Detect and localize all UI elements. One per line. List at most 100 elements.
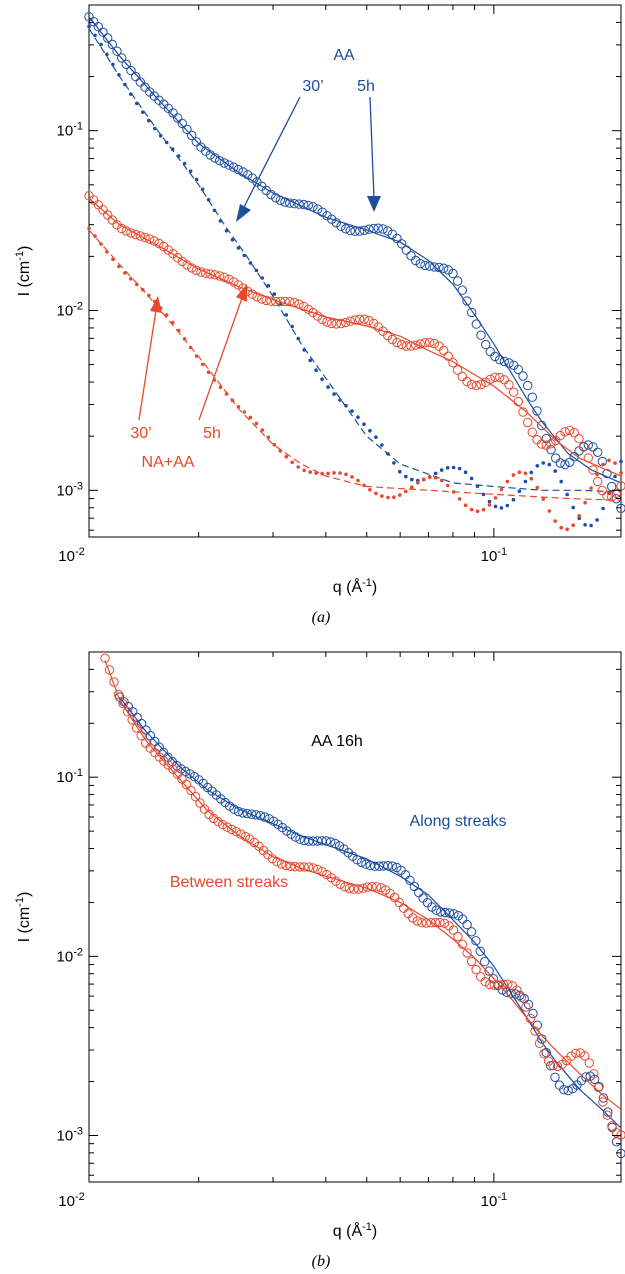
series-between-streaks-point xyxy=(371,882,382,892)
series-aa-30--point xyxy=(194,177,199,182)
series-between-streaks-point xyxy=(480,977,490,987)
panel-caption-a: (a) xyxy=(312,609,331,626)
series-aa-30--point xyxy=(147,118,151,123)
series-between-streaks-point xyxy=(593,1082,604,1093)
series-aa-5h-point xyxy=(140,82,150,92)
series-between-streaks-point xyxy=(240,831,251,842)
series-na-aa-30--point xyxy=(457,497,462,501)
series-aa-5h-point xyxy=(266,189,276,200)
series-along-streaks-point xyxy=(497,985,507,995)
series-na-aa-30--point xyxy=(601,462,605,467)
series-na-aa-30--point xyxy=(141,288,145,292)
series-aa-30--point xyxy=(619,459,623,464)
series-na-aa-5h-point xyxy=(219,272,230,282)
y-tick-label: 10-2 xyxy=(57,946,83,965)
series-along-streaks-point xyxy=(418,893,428,903)
series-between-streaks-point xyxy=(602,1110,613,1120)
series-aa-5h-point xyxy=(350,226,360,237)
series-na-aa-5h-point xyxy=(140,232,150,243)
series-aa-5h-point xyxy=(98,27,108,37)
panel-caption-b: (b) xyxy=(312,1253,331,1270)
series-aa-5h-point xyxy=(490,351,500,362)
series-between-streaks-point xyxy=(127,715,137,725)
series-aa-5h-point xyxy=(191,137,202,147)
series-aa-30--point xyxy=(284,313,289,317)
series-between-streaks-point xyxy=(598,1097,608,1107)
series-aa-30--point xyxy=(344,403,348,408)
series-na-aa-30--point xyxy=(559,525,563,530)
annotation-aa-16h: AA 16h xyxy=(311,733,363,750)
series-between-streaks-point xyxy=(552,1061,563,1072)
series-between-streaks-point xyxy=(412,916,422,926)
series-aa-30--point xyxy=(135,101,139,106)
series-na-aa-30--point xyxy=(463,503,468,508)
series-aa-5h-point xyxy=(448,268,458,279)
series-na-aa-30--point xyxy=(236,405,241,409)
series-aa-30--point xyxy=(404,474,408,479)
series-aa-5h-point xyxy=(187,130,197,141)
series-aa-5h-point xyxy=(117,53,127,63)
series-na-aa-5h-point xyxy=(107,215,118,225)
x-tick-label: 10-1 xyxy=(481,546,507,565)
annotation-aa-30min: 30’ xyxy=(302,78,323,95)
series-na-aa-5h-point xyxy=(411,340,421,350)
series-between-streaks-point xyxy=(218,819,228,830)
series-na-aa-30--point xyxy=(176,328,181,333)
series-aa-5h-point xyxy=(541,433,551,444)
series-aa-5h-point xyxy=(527,392,537,402)
series-na-aa-30--point xyxy=(314,471,318,475)
series-aa-5h-point xyxy=(215,156,225,166)
series-na-aa-5h-point xyxy=(434,341,444,351)
series-aa-5h-point xyxy=(229,162,239,172)
series-aa-30--point xyxy=(493,504,498,509)
series-aa-5h-point xyxy=(233,164,244,175)
series-na-aa-5h-point xyxy=(453,365,463,375)
series-na-aa-30--point xyxy=(607,458,611,463)
series-aa-30--point xyxy=(577,516,581,521)
series-along-streaks-point xyxy=(462,919,472,930)
axis-ticks-b: 10-2 10-1 10-3 10-2 10-1 xyxy=(57,651,622,1210)
series-aa-5h-point xyxy=(177,118,188,129)
series-aa-30--point xyxy=(374,435,378,440)
series-na-aa-30--point xyxy=(398,493,402,497)
y-tick-label: 10-1 xyxy=(57,767,83,786)
series-na-aa-30--point xyxy=(577,514,581,518)
series-na-aa-5h-point xyxy=(93,200,104,210)
series-na-aa-30--point xyxy=(350,475,354,479)
series-along-streaks-point xyxy=(616,1148,625,1159)
series-aa-5h-point xyxy=(89,17,99,27)
series-aa-5h-point xyxy=(555,458,565,468)
series-aa-5h-point xyxy=(359,225,369,236)
series-aa-5h-point xyxy=(205,150,216,160)
series-na-aa-30--point xyxy=(481,507,486,512)
series-na-aa-30--point xyxy=(111,257,115,262)
series-na-aa-30--point xyxy=(517,470,522,475)
series-aa-30--point xyxy=(236,246,241,250)
series-na-aa-30--point xyxy=(553,519,557,523)
series-na-aa-30--point xyxy=(523,471,528,476)
series-aa-30--point xyxy=(224,229,229,233)
series-aa-5h-point xyxy=(429,262,439,272)
series-between-streaks-point xyxy=(276,859,287,869)
series-between-streaks-point xyxy=(199,804,210,814)
x-axis-title-b: q (Å-1) xyxy=(333,1221,377,1240)
series-aa-30--point xyxy=(308,358,313,363)
series-along-streaks-point xyxy=(409,881,419,892)
series-na-aa-5h-point xyxy=(131,229,141,240)
series-na-aa-5h-point xyxy=(317,314,327,325)
series-na-aa-5h-point xyxy=(98,205,108,215)
series-aa-5h-point xyxy=(481,339,491,350)
series-na-aa-30--point xyxy=(200,362,205,367)
series-aa-5h-point xyxy=(476,330,486,340)
series-aa-30--point xyxy=(200,187,205,192)
series-aa-5h-point xyxy=(294,199,304,209)
series-na-aa-30--point xyxy=(320,471,324,476)
series-na-aa-5h-point xyxy=(327,318,337,329)
series-between-streaks-point xyxy=(530,1026,540,1036)
series-aa-5h-point xyxy=(457,285,467,295)
series-na-aa-30--point xyxy=(135,282,139,287)
series-between-streaks-point xyxy=(571,1048,581,1059)
series-between-streaks-point xyxy=(466,956,477,967)
series-along-streaks-point xyxy=(563,1085,573,1096)
series-na-aa-30--point xyxy=(242,410,247,414)
